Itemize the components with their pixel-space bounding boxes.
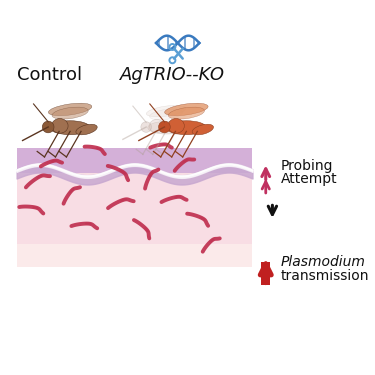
Circle shape — [159, 121, 170, 133]
Ellipse shape — [148, 122, 184, 134]
Bar — [16, 243, 252, 267]
Ellipse shape — [52, 107, 88, 119]
Text: Plasmodium: Plasmodium — [281, 255, 366, 269]
Ellipse shape — [48, 103, 92, 116]
Ellipse shape — [192, 124, 213, 135]
Ellipse shape — [76, 124, 97, 135]
Bar — [261, 262, 270, 285]
Circle shape — [42, 121, 54, 133]
Ellipse shape — [50, 121, 90, 135]
Ellipse shape — [52, 118, 68, 133]
Ellipse shape — [146, 105, 186, 117]
Circle shape — [141, 122, 152, 132]
Ellipse shape — [150, 109, 183, 120]
Text: Probing: Probing — [281, 159, 333, 173]
Ellipse shape — [168, 107, 204, 119]
Text: AgTRIO--KO: AgTRIO--KO — [120, 66, 225, 84]
Ellipse shape — [166, 121, 207, 135]
Bar — [16, 148, 252, 172]
Ellipse shape — [165, 103, 208, 116]
Text: Control: Control — [17, 66, 82, 84]
Ellipse shape — [168, 118, 184, 133]
Bar — [16, 172, 252, 267]
Text: Attempt: Attempt — [281, 172, 338, 186]
Ellipse shape — [171, 124, 191, 134]
Text: transmission: transmission — [281, 268, 369, 282]
Ellipse shape — [149, 119, 164, 133]
